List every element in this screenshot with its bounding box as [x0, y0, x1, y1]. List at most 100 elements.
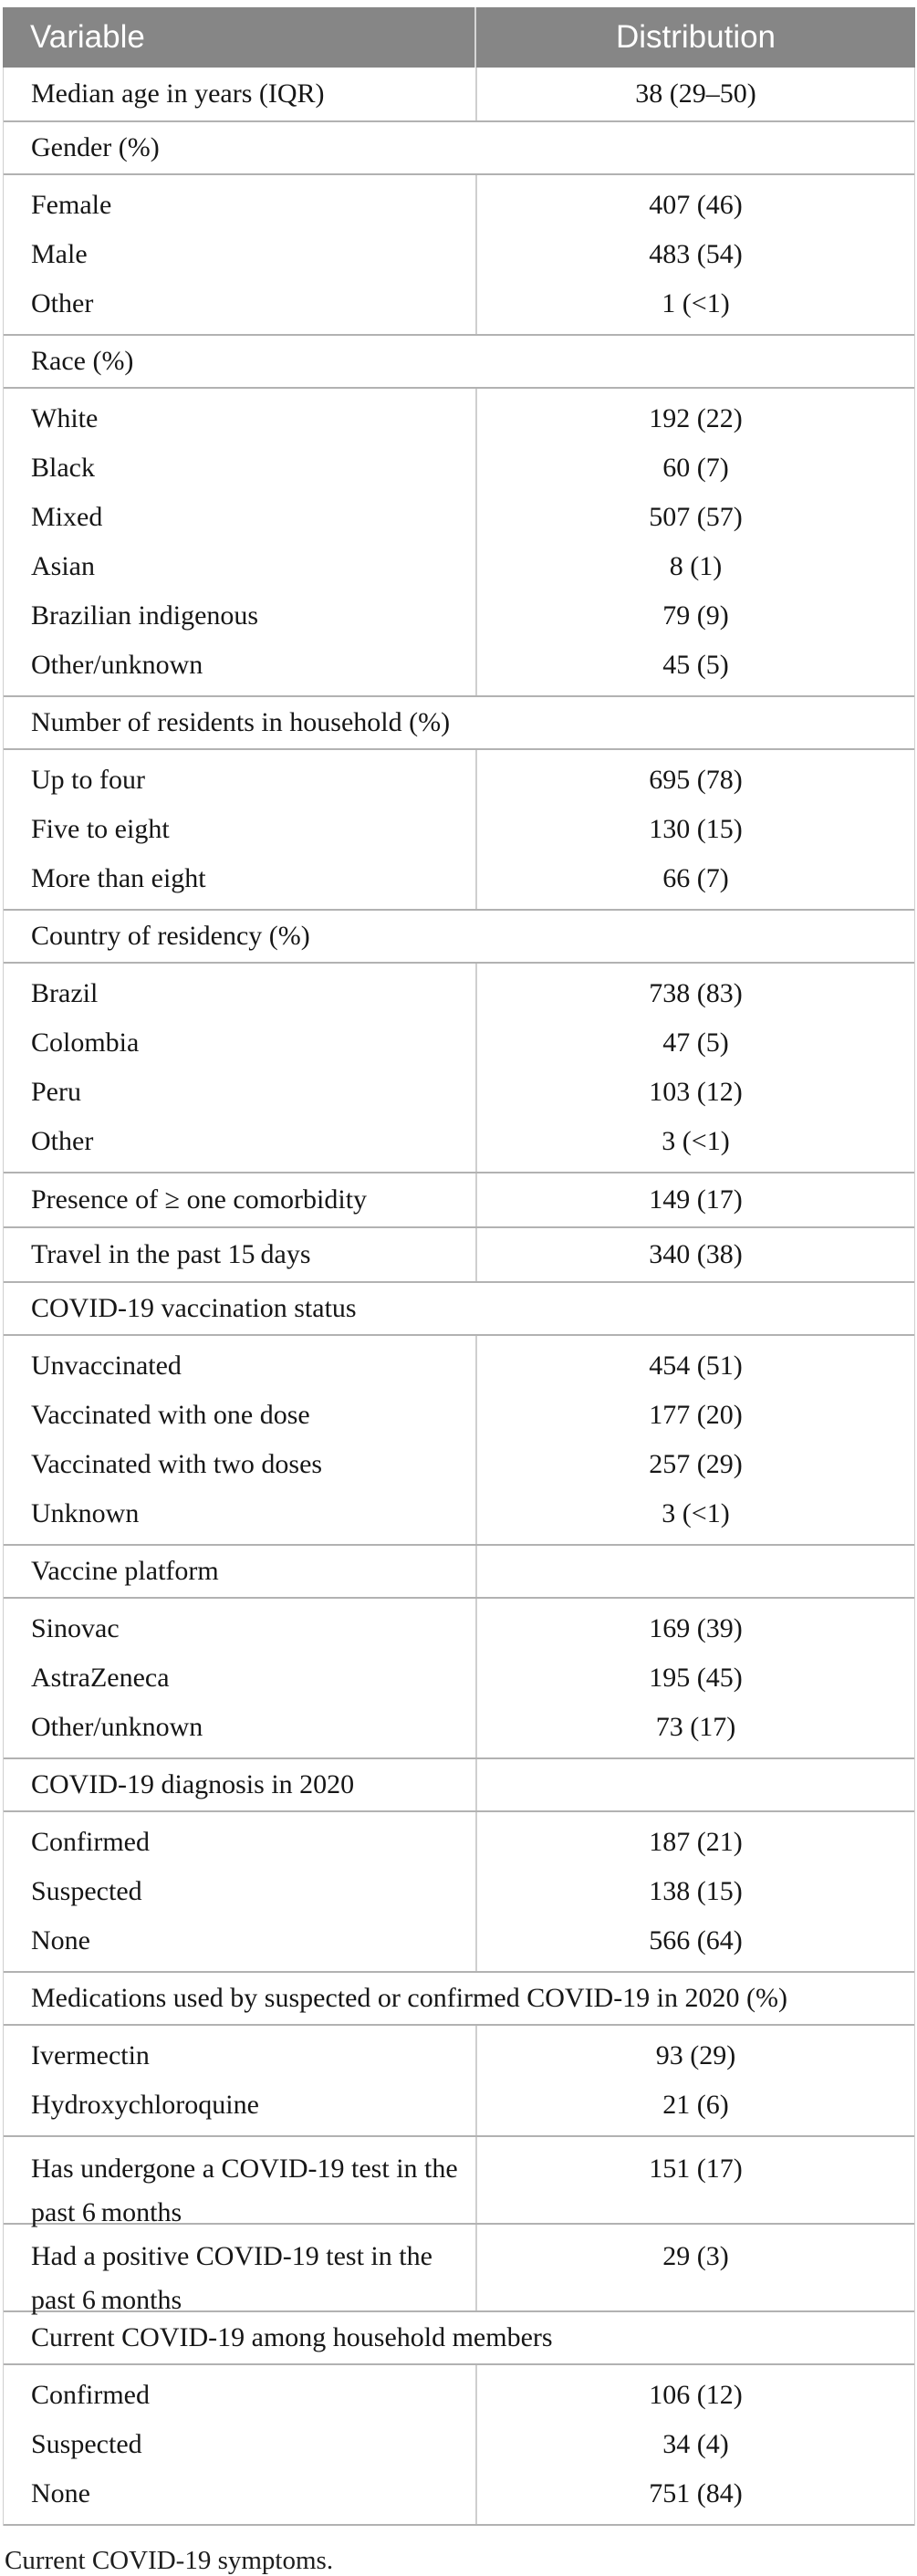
section-label: COVID-19 diagnosis in 2020 [31, 1769, 355, 1799]
section-row: Gender (%) [4, 122, 914, 175]
distribution-value: 130 (15) [649, 814, 743, 844]
section-label: Number of residents in household (%) [31, 707, 451, 737]
distribution-value: 93 (29) [655, 2040, 736, 2070]
distribution-value: 73 (17) [655, 1712, 736, 1742]
distribution-value: 21 (6) [662, 2090, 729, 2120]
group-values: 187 (21) 138 (15) 566 (64) [475, 1812, 914, 1971]
group-row: Confirmed Suspected None 187 (21) 138 (15) 56… [4, 1812, 914, 1973]
variable-label: Other [31, 1126, 94, 1156]
variable-label: Female [31, 190, 112, 220]
distribution-value: 151 (17) [475, 2137, 914, 2223]
section-row: COVID-19 vaccination status [4, 1283, 914, 1336]
table-caption: Current COVID-19 symptoms. [5, 2546, 334, 2575]
variable-label: Suspected [31, 1876, 142, 1906]
variable-label: Confirmed [31, 1827, 150, 1857]
group-values: 169 (39) 195 (45) 73 (17) [475, 1599, 914, 1757]
group-row: Up to four Five to eight More than eight 69… [4, 750, 914, 911]
variable-label: Vaccinated with one dose [31, 1400, 310, 1430]
group-labels: Ivermectin Hydroxychloroquine [4, 2026, 475, 2135]
variable-label: Unknown [31, 1498, 140, 1528]
variable-label: Brazil [31, 978, 99, 1008]
section-empty-value [475, 1759, 914, 1810]
group-row: Ivermectin Hydroxychloroquine 93 (29) 21 (6… [4, 2026, 914, 2137]
group-values: 407 (46) 483 (54) 1 (<1) [475, 175, 914, 334]
section-label: Country of residency (%) [31, 921, 310, 951]
distribution-value: 45 (5) [662, 650, 729, 680]
distribution-value: 38 (29–50) [475, 68, 914, 120]
distribution-value: 66 (7) [662, 863, 729, 893]
group-labels: White Black Mixed Asian Brazilian indigenous… [4, 389, 475, 695]
distribution-value: 177 (20) [649, 1400, 743, 1430]
distribution-value: 187 (21) [649, 1827, 743, 1857]
distribution-value: 407 (46) [649, 190, 743, 220]
group-values: 738 (83) 47 (5) 103 (12) 3 (<1) [475, 964, 914, 1172]
distribution-value: 29 (3) [475, 2225, 914, 2310]
group-labels: Unvaccinated Vaccinated with one dose Vacc… [4, 1336, 475, 1544]
distribution-value: 695 (78) [649, 765, 743, 795]
distribution-value: 3 (<1) [662, 1126, 730, 1156]
section-label: Vaccine platform [31, 1556, 219, 1586]
distribution-value: 340 (38) [475, 1228, 914, 1281]
section-row: Country of residency (%) [4, 911, 914, 964]
variable-label: Five to eight [31, 814, 170, 844]
variable-label: Presence of ≥ one comorbidity [31, 1184, 368, 1215]
group-values: 192 (22) 60 (7) 507 (57) 8 (1) 79 (9) 45 (5) [475, 389, 914, 695]
column-header-distribution: Distribution [474, 7, 915, 68]
section-row: COVID-19 diagnosis in 2020 [4, 1759, 914, 1812]
variable-label: Median age in years (IQR) [31, 78, 325, 109]
group-labels: Confirmed Suspected None [4, 1812, 475, 1971]
distribution-value: 79 (9) [662, 600, 729, 631]
variable-label: None [31, 1925, 90, 1955]
distribution-value: 566 (64) [649, 1925, 743, 1955]
distribution-value: 454 (51) [649, 1351, 743, 1381]
variable-label: AstraZeneca [31, 1663, 170, 1693]
distribution-value: 3 (<1) [662, 1498, 730, 1528]
group-labels: Up to four Five to eight More than eight [4, 750, 475, 909]
variable-label: None [31, 2478, 90, 2508]
group-values: 454 (51) 177 (20) 257 (29) 3 (<1) [475, 1336, 914, 1544]
section-label: COVID-19 vaccination status [31, 1293, 357, 1323]
distribution-value: 34 (4) [662, 2429, 729, 2459]
distribution-value: 8 (1) [669, 551, 723, 581]
distribution-value: 1 (<1) [662, 288, 730, 318]
demographics-table: Variable Distribution Median age in year… [3, 7, 915, 2526]
section-label: Current COVID-19 among household members [31, 2322, 553, 2352]
distribution-value: 138 (15) [649, 1876, 743, 1906]
distribution-value: 103 (12) [649, 1077, 743, 1107]
section-label: Medications used by suspected or confirm… [31, 1983, 787, 2013]
group-labels: Confirmed Suspected None [4, 2365, 475, 2524]
distribution-value: 169 (39) [649, 1613, 743, 1643]
distribution-value: 738 (83) [649, 978, 743, 1008]
variable-label: Black [31, 453, 95, 483]
variable-label: Male [31, 239, 88, 269]
group-row: White Black Mixed Asian Brazilian indigenous… [4, 389, 914, 697]
section-row: Current COVID-19 among household members [4, 2312, 914, 2365]
group-row: Confirmed Suspected None 106 (12) 34 (4) 751 … [4, 2365, 914, 2526]
distribution-value: 195 (45) [649, 1663, 743, 1693]
group-row: Sinovac AstraZeneca Other/unknown 169 (39) 1… [4, 1599, 914, 1759]
variable-label: Other [31, 288, 94, 318]
distribution-value: 60 (7) [662, 453, 729, 483]
variable-label: Ivermectin [31, 2040, 150, 2070]
variable-label: Asian [31, 551, 95, 581]
data-row: Presence of ≥ one comorbidity 149 (17) [4, 1173, 914, 1228]
section-row: Number of residents in household (%) [4, 697, 914, 750]
group-labels: Female Male Other [4, 175, 475, 334]
data-row: Travel in the past 15 days 340 (38) [4, 1228, 914, 1283]
variable-label: Other/unknown [31, 650, 203, 680]
variable-label: Other/unknown [31, 1712, 203, 1742]
section-row: Medications used by suspected or confirm… [4, 1973, 914, 2026]
section-empty-value [475, 1546, 914, 1597]
data-row: Has undergone a COVID-19 test in the pas… [4, 2137, 914, 2227]
distribution-value: 483 (54) [649, 239, 743, 269]
distribution-value: 192 (22) [649, 403, 743, 433]
data-row: Had a positive COVID-19 test in the past… [4, 2225, 914, 2315]
group-labels: Brazil Colombia Peru Other [4, 964, 475, 1172]
variable-label: Suspected [31, 2429, 142, 2459]
section-row: Vaccine platform [4, 1546, 914, 1599]
group-values: 695 (78) 130 (15) 66 (7) [475, 750, 914, 909]
data-row: Median age in years (IQR) 38 (29–50) [4, 68, 914, 122]
group-row: Unvaccinated Vaccinated with one dose Vacc… [4, 1336, 914, 1546]
column-header-variable: Variable [30, 19, 145, 55]
group-row: Female Male Other 407 (46) 483 (54) 1 (<1) [4, 175, 914, 336]
